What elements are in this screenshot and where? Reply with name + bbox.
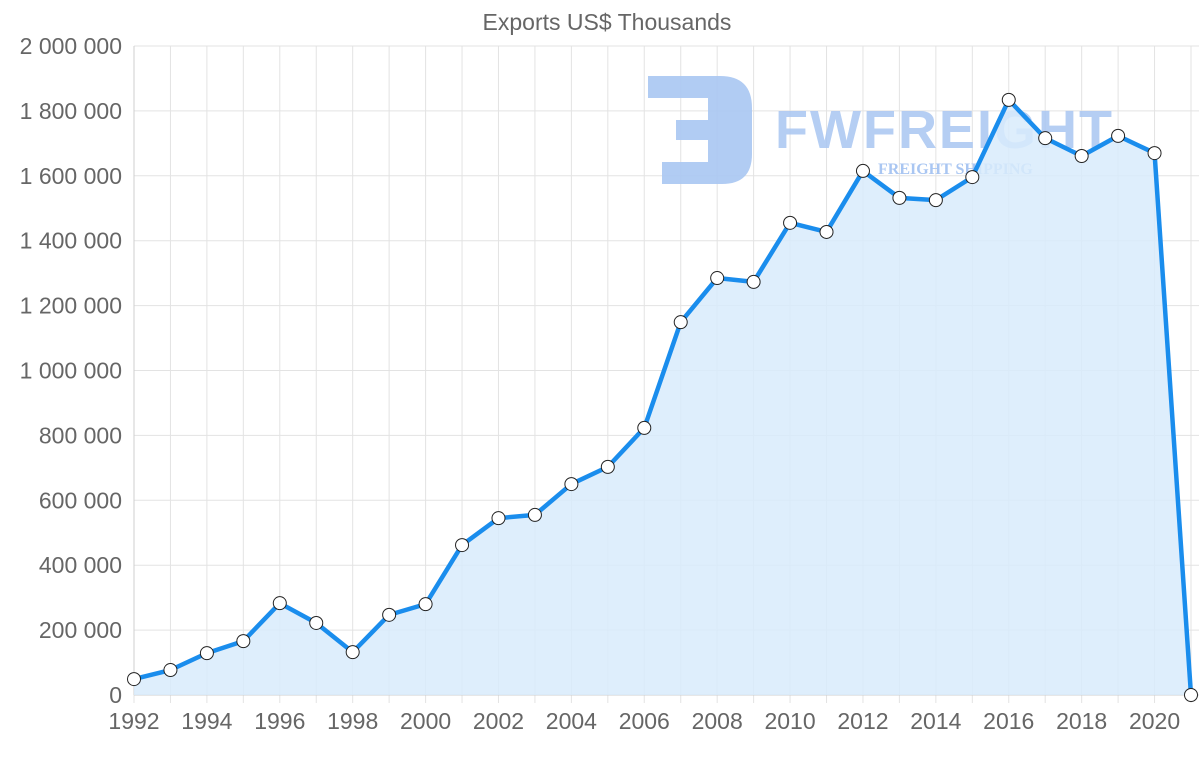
data-point-marker[interactable] bbox=[1001, 92, 1016, 107]
data-point-marker[interactable] bbox=[892, 190, 907, 205]
data-point-marker[interactable] bbox=[783, 215, 798, 230]
data-point-marker[interactable] bbox=[236, 634, 251, 649]
y-tick-label: 1 000 000 bbox=[20, 358, 122, 384]
data-point-marker[interactable] bbox=[965, 170, 980, 185]
y-tick-label: 0 bbox=[109, 682, 122, 708]
x-tick-label: 1994 bbox=[181, 708, 232, 734]
x-tick-label: 2010 bbox=[764, 708, 815, 734]
data-point-marker[interactable] bbox=[491, 511, 506, 526]
data-point-marker[interactable] bbox=[272, 596, 287, 611]
data-point-marker[interactable] bbox=[199, 646, 214, 661]
fwfreight-logo-icon bbox=[648, 76, 752, 184]
data-point-marker[interactable] bbox=[928, 193, 943, 208]
y-tick-label: 200 000 bbox=[39, 617, 122, 643]
data-point-marker[interactable] bbox=[637, 420, 652, 435]
y-tick-label: 1 600 000 bbox=[20, 163, 122, 189]
data-point-marker[interactable] bbox=[1111, 128, 1126, 143]
data-point-marker[interactable] bbox=[527, 507, 542, 522]
data-point-marker[interactable] bbox=[819, 224, 834, 239]
data-point-marker[interactable] bbox=[564, 477, 579, 492]
x-tick-label: 2006 bbox=[619, 708, 670, 734]
x-axis: 1992 1994 1996 1998 2000 2002 2004 2006 2008 2010… bbox=[108, 708, 1180, 734]
data-point-marker[interactable] bbox=[1074, 149, 1089, 164]
data-point-marker[interactable] bbox=[1184, 688, 1198, 702]
x-tick-label: 2018 bbox=[1056, 708, 1107, 734]
y-tick-label: 1 200 000 bbox=[20, 293, 122, 319]
data-point-marker[interactable] bbox=[345, 645, 360, 660]
chart-title: Exports US$ Thousands bbox=[483, 9, 732, 35]
data-point-marker[interactable] bbox=[1147, 146, 1162, 161]
x-tick-label: 2002 bbox=[473, 708, 524, 734]
y-tick-label: 800 000 bbox=[39, 422, 122, 448]
data-point-marker[interactable] bbox=[418, 597, 433, 612]
data-point-marker[interactable] bbox=[710, 271, 725, 286]
data-point-marker[interactable] bbox=[1038, 131, 1053, 146]
x-tick-label: 2014 bbox=[910, 708, 961, 734]
y-tick-label: 2 000 000 bbox=[20, 33, 122, 59]
x-tick-label: 2004 bbox=[546, 708, 597, 734]
x-tick-label: 2008 bbox=[692, 708, 743, 734]
data-point-marker[interactable] bbox=[309, 615, 324, 630]
x-tick-label: 1996 bbox=[254, 708, 305, 734]
data-point-marker[interactable] bbox=[455, 538, 470, 553]
x-tick-label: 2016 bbox=[983, 708, 1034, 734]
series-area bbox=[133, 97, 1194, 696]
y-tick-label: 600 000 bbox=[39, 487, 122, 513]
x-tick-label: 1992 bbox=[108, 708, 159, 734]
data-point-marker[interactable] bbox=[127, 672, 141, 687]
x-tick-label: 2000 bbox=[400, 708, 451, 734]
data-points bbox=[127, 92, 1198, 702]
data-point-marker[interactable] bbox=[673, 315, 688, 330]
y-tick-label: 1 400 000 bbox=[20, 228, 122, 254]
x-tick-label: 2020 bbox=[1129, 708, 1180, 734]
data-point-marker[interactable] bbox=[746, 274, 761, 289]
x-tick-label: 2012 bbox=[837, 708, 888, 734]
x-tick-label: 1998 bbox=[327, 708, 378, 734]
y-tick-label: 400 000 bbox=[39, 552, 122, 578]
data-point-marker[interactable] bbox=[163, 663, 178, 678]
y-axis: 0 200 000 400 000 600 000 800 000 1 000 000 1 … bbox=[20, 33, 122, 708]
data-point-marker[interactable] bbox=[855, 163, 870, 178]
area-fill bbox=[134, 99, 1191, 695]
data-point-marker[interactable] bbox=[600, 459, 615, 474]
data-point-marker[interactable] bbox=[382, 607, 397, 622]
y-tick-label: 1 800 000 bbox=[20, 98, 122, 124]
